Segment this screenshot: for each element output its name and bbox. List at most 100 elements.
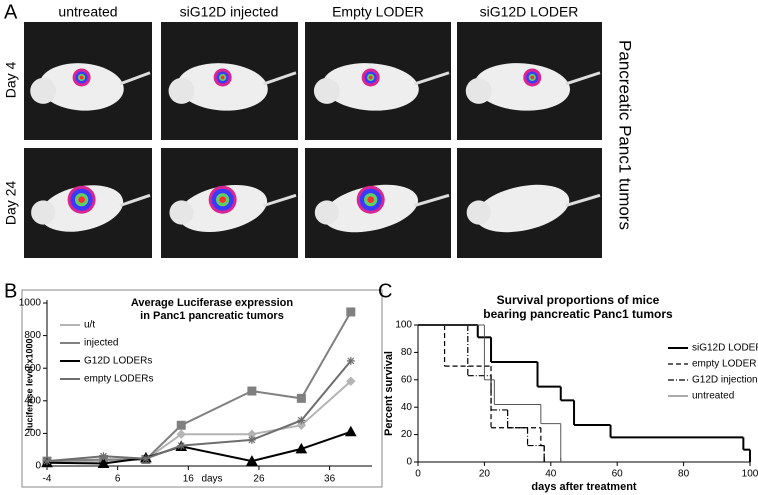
column-label: Empty LODER [332, 4, 424, 20]
marker [99, 452, 108, 461]
y-tick-label: 400 [24, 395, 41, 406]
x-tick-label: 0 [415, 469, 421, 480]
y-tick-label: 60 [401, 374, 413, 385]
signal [530, 75, 535, 80]
marker [247, 435, 256, 444]
marker [296, 393, 306, 403]
mouse-tail [263, 71, 297, 86]
signal [368, 75, 373, 80]
mouse-head [466, 200, 491, 225]
signal [78, 196, 85, 203]
signal [220, 75, 225, 80]
y-tick-label: 800 [24, 330, 41, 341]
column-label: siG12D LODER [480, 4, 579, 20]
legend-label: G12D LODERs [84, 356, 152, 367]
mouse-head [169, 200, 194, 225]
y-tick-label: 80 [401, 347, 413, 358]
chart-title: Average Luciferase expression [131, 297, 294, 309]
mouse-tail [119, 71, 151, 86]
y-tick-label: 40 [401, 402, 413, 413]
x-tick-label: -4 [43, 474, 52, 485]
marker [346, 356, 355, 365]
mouse-head [30, 77, 57, 104]
legend-label: empty LODER [692, 359, 756, 370]
mouse-head [465, 77, 492, 104]
mouse-body [177, 63, 268, 111]
chart-title: bearing pancreatic Panc1 tumors [483, 307, 673, 321]
marker [176, 429, 186, 439]
signal [79, 75, 84, 80]
mouse-body [39, 63, 124, 111]
mouse-tail [565, 71, 601, 86]
chart-frame [21, 289, 383, 488]
y-tick-label: 20 [401, 429, 413, 440]
x-label: days after treatment [531, 481, 636, 493]
mouse-head [168, 77, 195, 104]
series-line [46, 430, 352, 465]
panel-label: A [4, 1, 18, 23]
row-label: Day 4 [3, 62, 19, 99]
x-label: days [201, 474, 222, 485]
mouse-tail [414, 193, 450, 207]
x-tick-label: 26 [253, 474, 265, 485]
marker [141, 454, 150, 463]
mouse-body [322, 63, 419, 111]
marker [246, 455, 258, 466]
marker [247, 386, 257, 396]
marker [346, 376, 356, 386]
mouse-head [314, 200, 339, 225]
marker [176, 420, 186, 430]
panel-label: C [378, 280, 392, 302]
signal [219, 196, 226, 203]
mouse-body [475, 184, 570, 233]
signal [367, 196, 375, 203]
marker [295, 442, 308, 454]
mouse-tail [263, 193, 297, 207]
x-tick-label: 100 [742, 469, 758, 480]
y-tick-label: 100 [395, 320, 412, 331]
marker [344, 425, 357, 437]
mouse-tail [565, 193, 601, 207]
mouse-tail [119, 193, 151, 207]
x-tick-label: 20 [479, 469, 491, 480]
mouse-head [313, 77, 340, 104]
legend-label: injected [84, 338, 118, 349]
panel-label: B [4, 280, 17, 302]
mouse-tail [414, 71, 450, 86]
legend-label: siG12D LODER [692, 343, 758, 354]
marker [346, 307, 356, 317]
legend-label: untreated [692, 391, 734, 402]
y-tick-label: 0 [406, 457, 412, 468]
y-label: luciferase level x1000 [24, 338, 34, 430]
y-tick-label: 200 [24, 428, 41, 439]
mouse-body [474, 63, 571, 111]
x-tick-label: 60 [612, 469, 624, 480]
x-tick-label: 40 [545, 469, 557, 480]
marker [177, 441, 186, 450]
y-tick-label: 600 [24, 363, 41, 374]
x-tick-label: 16 [183, 474, 195, 485]
y-tick-label: 1000 [19, 298, 42, 309]
column-label: untreated [58, 4, 117, 20]
marker [97, 457, 110, 469]
x-tick-label: 36 [324, 474, 336, 485]
y-label: Percent survival [383, 351, 395, 436]
chart-title: in Panc1 pancreatic tumors [140, 310, 284, 322]
side-label: Pancreatic Panc1 tumors [616, 40, 635, 230]
row-label: Day 24 [3, 181, 19, 226]
mouse-head [31, 200, 56, 225]
legend-label: u/t [84, 320, 95, 331]
column-label: siG12D injected [180, 4, 279, 20]
legend-label: G12D injection [692, 375, 758, 386]
mouse-images [24, 22, 602, 258]
x-tick-label: 6 [115, 474, 121, 485]
y-tick-label: 0 [35, 461, 41, 472]
chart-title: Survival proportions of mice [497, 293, 660, 307]
series-line [46, 311, 352, 463]
marker [296, 420, 307, 430]
legend-label: empty LODERs [84, 374, 153, 385]
x-tick-label: 80 [678, 469, 690, 480]
marker [297, 416, 306, 425]
marker [43, 457, 51, 466]
